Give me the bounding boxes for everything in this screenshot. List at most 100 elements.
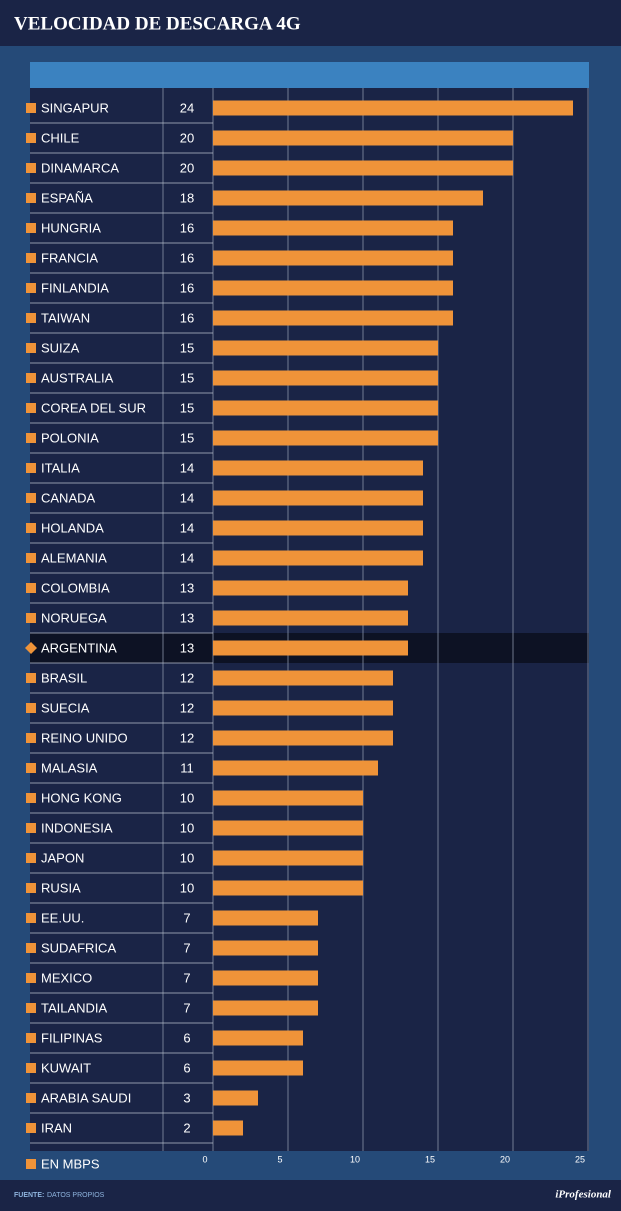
value-label: 7 (183, 970, 190, 985)
brand: iProfesional (555, 1189, 612, 1201)
x-tick-label: 5 (277, 1154, 282, 1164)
category-label: TAILANDIA (41, 1000, 108, 1015)
row-marker (26, 763, 36, 773)
value-label: 14 (180, 490, 194, 505)
row-marker (26, 1063, 36, 1073)
value-label: 15 (180, 430, 194, 445)
value-label: 16 (180, 310, 194, 325)
category-label: ITALIA (41, 460, 80, 475)
value-label: 16 (180, 250, 194, 265)
value-label: 13 (180, 640, 194, 655)
bar (213, 250, 453, 266)
bar (213, 1030, 303, 1046)
row-marker (26, 913, 36, 923)
row-marker (26, 853, 36, 863)
category-label: CANADA (41, 490, 96, 505)
category-label: SINGAPUR (41, 100, 109, 115)
category-label: TAIWAN (41, 310, 90, 325)
row-marker (26, 523, 36, 533)
bar (213, 850, 363, 866)
row-marker (26, 1033, 36, 1043)
row-marker (26, 223, 36, 233)
row-marker (26, 553, 36, 563)
category-label: ALEMANIA (41, 550, 107, 565)
bar (213, 640, 408, 656)
row-marker (26, 883, 36, 893)
category-label: CHILE (41, 130, 80, 145)
value-label: 12 (180, 730, 194, 745)
bar (213, 970, 318, 986)
category-label: ARABIA SAUDI (41, 1090, 131, 1105)
bar (213, 190, 483, 206)
row-marker (26, 193, 36, 203)
value-label: 20 (180, 130, 194, 145)
row-marker (26, 613, 36, 623)
row-marker (26, 373, 36, 383)
row-marker (26, 823, 36, 833)
category-label: ARGENTINA (41, 640, 117, 655)
bar (213, 520, 423, 536)
row-marker (26, 343, 36, 353)
bar (213, 880, 363, 896)
source-label: FUENTE: (14, 1192, 44, 1199)
bar (213, 130, 513, 146)
row-marker (26, 103, 36, 113)
value-label: 14 (180, 460, 194, 475)
source: DATOS PROPIOS (47, 1192, 105, 1199)
row-marker (26, 253, 36, 263)
row-marker (26, 703, 36, 713)
category-label: RUSIA (41, 880, 81, 895)
value-label: 2 (183, 1120, 190, 1135)
row-marker (26, 1093, 36, 1103)
category-label: NORUEGA (41, 610, 107, 625)
header-bar (0, 0, 621, 46)
note-marker (26, 1159, 36, 1169)
category-label: FINLANDIA (41, 280, 109, 295)
value-label: 7 (183, 910, 190, 925)
row-marker (26, 943, 36, 953)
category-label: HUNGRIA (41, 220, 101, 235)
category-label: BRASIL (41, 670, 87, 685)
category-label: FRANCIA (41, 250, 98, 265)
bar (213, 490, 423, 506)
category-label: INDONESIA (41, 820, 113, 835)
category-label: COREA DEL SUR (41, 400, 146, 415)
row-marker (26, 583, 36, 593)
highlight-marker (25, 642, 37, 654)
x-tick-label: 10 (350, 1154, 360, 1164)
category-label: MALASIA (41, 760, 98, 775)
value-label: 16 (180, 280, 194, 295)
value-label: 12 (180, 670, 194, 685)
bar (213, 550, 423, 566)
bar (213, 1120, 243, 1136)
bar (213, 310, 453, 326)
category-label: SUECIA (41, 700, 90, 715)
value-label: 13 (180, 580, 194, 595)
bar (213, 670, 393, 686)
value-label: 7 (183, 940, 190, 955)
category-label: HOLANDA (41, 520, 104, 535)
bar (213, 700, 393, 716)
row-marker (26, 133, 36, 143)
row-marker (26, 313, 36, 323)
category-label: FILIPINAS (41, 1030, 103, 1045)
category-label: POLONIA (41, 430, 99, 445)
category-label: REINO UNIDO (41, 730, 128, 745)
value-label: 10 (180, 790, 194, 805)
category-label: AUSTRALIA (41, 370, 114, 385)
row-marker (26, 163, 36, 173)
bar (213, 160, 513, 176)
plot: 0 5 10 15 20 25 SINGAPUR 24 CHILE 20 DINAMARCA 20 ES… (25, 88, 589, 1171)
footer-bar (0, 1180, 621, 1211)
bar (213, 760, 378, 776)
bar (213, 460, 423, 476)
row-marker (26, 673, 36, 683)
bar (213, 400, 438, 416)
value-label: 10 (180, 850, 194, 865)
bar (213, 370, 438, 386)
bar (213, 910, 318, 926)
value-label: 14 (180, 550, 194, 565)
category-label: EE.UU. (41, 910, 84, 925)
row-marker (26, 733, 36, 743)
